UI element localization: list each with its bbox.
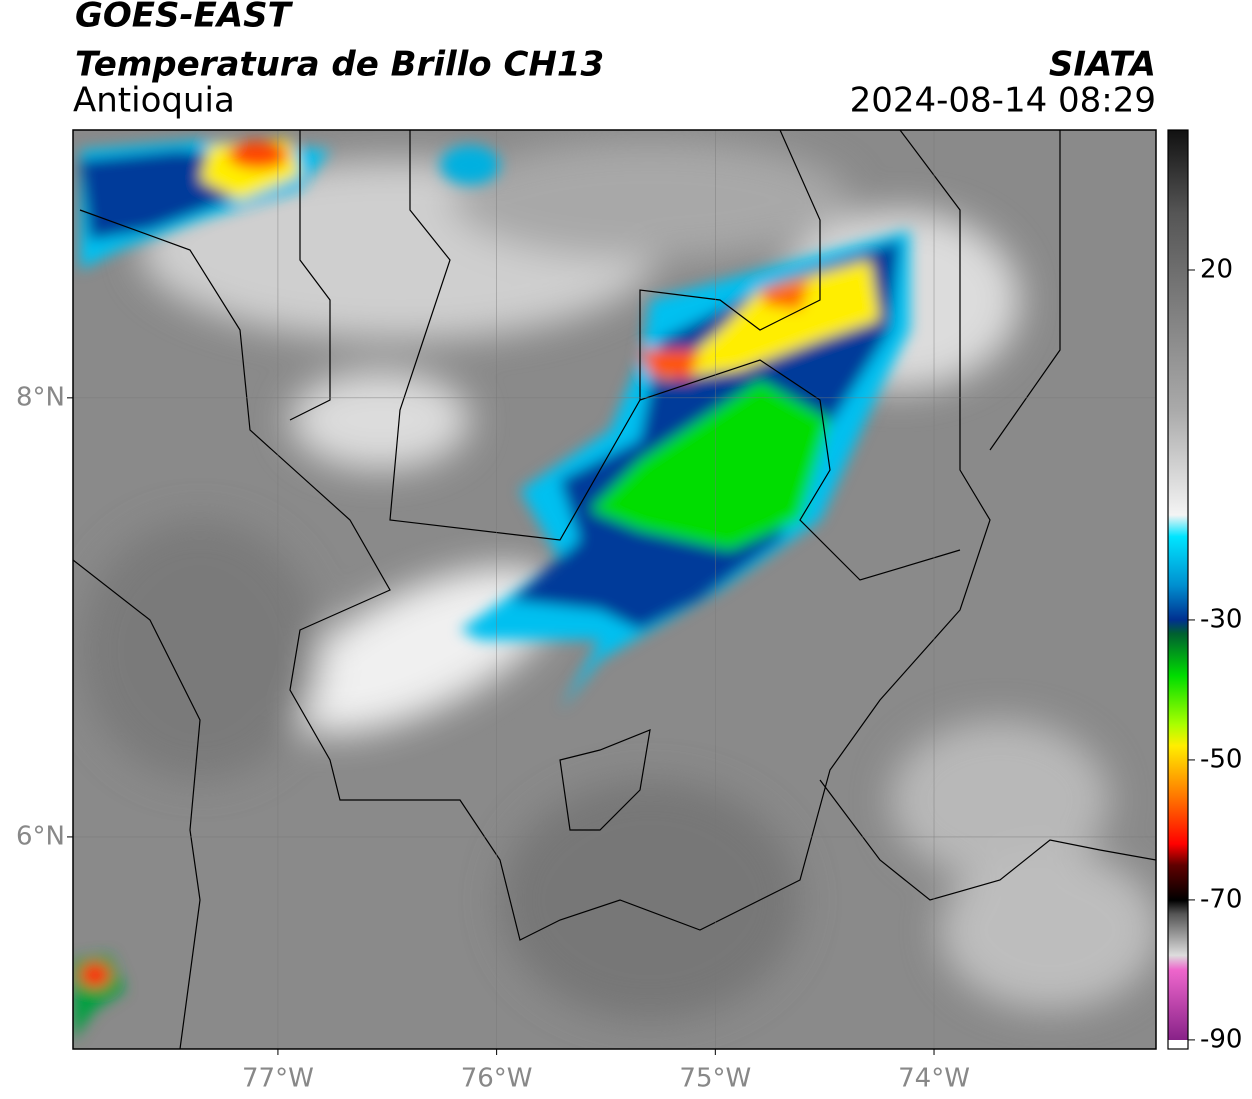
map-frame — [72, 129, 1157, 1050]
colorbar — [1167, 129, 1189, 1050]
x-tick-label: 74°W — [898, 1064, 970, 1094]
datetime: 2024-08-14 08:29 — [850, 81, 1156, 121]
x-tick-label: 77°W — [242, 1064, 314, 1094]
colorbar-tick-label: 20 — [1200, 254, 1233, 284]
satellite-image — [73, 130, 1156, 1049]
x-tick-label: 76°W — [461, 1064, 533, 1094]
colorbar-tick-label: -90 — [1200, 1024, 1242, 1054]
title: GOES-EAST — [75, 0, 294, 36]
y-tick-label: 8°N — [16, 382, 65, 412]
colorbar-tick-label: -70 — [1200, 884, 1242, 914]
y-tick-label: 6°N — [16, 821, 65, 851]
source: SIATA — [1049, 45, 1156, 85]
region: Antioquia — [73, 81, 235, 121]
subtitle: Temperatura de Brillo CH13 — [75, 45, 604, 85]
colorbar-tick-label: -30 — [1200, 604, 1242, 634]
x-tick-label: 75°W — [679, 1064, 751, 1094]
colorbar-tick-label: -50 — [1200, 744, 1242, 774]
